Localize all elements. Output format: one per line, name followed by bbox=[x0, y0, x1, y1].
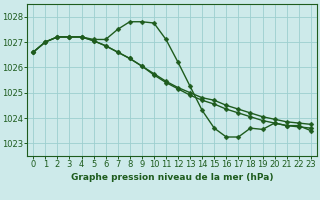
X-axis label: Graphe pression niveau de la mer (hPa): Graphe pression niveau de la mer (hPa) bbox=[71, 173, 273, 182]
